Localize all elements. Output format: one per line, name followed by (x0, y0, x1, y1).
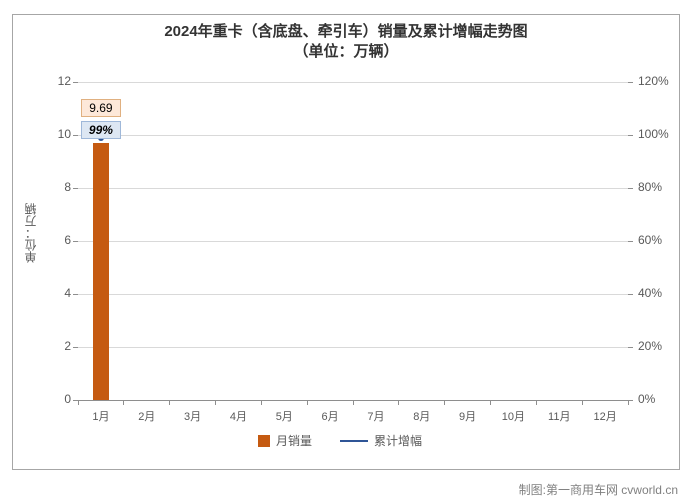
y-tick-left: 12 (43, 74, 71, 88)
tickmark-x (353, 400, 354, 405)
tickmark-x (398, 400, 399, 405)
gridline (78, 241, 628, 242)
tickmark-x (490, 400, 491, 405)
legend-label-line: 累计增幅 (374, 432, 422, 449)
y-tick-right: 80% (638, 180, 662, 194)
tickmark-right (628, 400, 633, 401)
y-axis-label-left: 单位：万辆 (22, 203, 39, 263)
tickmark-x (536, 400, 537, 405)
line-value-label: 99% (81, 121, 121, 139)
legend-item-line: 累计增幅 (340, 432, 422, 449)
tickmark-left (73, 241, 78, 242)
tickmark-left (73, 82, 78, 83)
tickmark-right (628, 294, 633, 295)
y-tick-right: 20% (638, 339, 662, 353)
x-tick: 4月 (216, 408, 260, 424)
x-tick: 12月 (583, 408, 627, 424)
credit-text: 制图:第一商用车网 cvworld.cn (519, 481, 678, 498)
x-tick: 1月 (79, 408, 123, 424)
tickmark-left (73, 135, 78, 136)
gridline (78, 294, 628, 295)
x-tick: 2月 (125, 408, 169, 424)
tickmark-right (628, 347, 633, 348)
tickmark-left (73, 188, 78, 189)
y-tick-right: 0% (638, 392, 655, 406)
gridline (78, 188, 628, 189)
tickmark-x (582, 400, 583, 405)
gridline (78, 347, 628, 348)
x-tick: 10月 (491, 408, 535, 424)
y-tick-right: 60% (638, 233, 662, 247)
bar (93, 143, 109, 400)
tickmark-x (307, 400, 308, 405)
tickmark-x (261, 400, 262, 405)
x-tick: 9月 (446, 408, 490, 424)
y-tick-left: 8 (43, 180, 71, 194)
chart-stage: 2024年重卡（含底盘、牵引车）销量及累计增幅走势图 （单位：万辆） 单位：万辆… (0, 0, 692, 504)
x-tick: 7月 (354, 408, 398, 424)
y-tick-left: 0 (43, 392, 71, 406)
y-tick-left: 4 (43, 286, 71, 300)
tickmark-left (73, 347, 78, 348)
tickmark-right (628, 241, 633, 242)
y-tick-right: 100% (638, 127, 669, 141)
x-tick: 6月 (308, 408, 352, 424)
legend-swatch-bar-icon (258, 435, 270, 447)
tickmark-right (628, 188, 633, 189)
legend: 月销量 累计增幅 (258, 432, 422, 449)
tickmark-x (444, 400, 445, 405)
tickmark-right (628, 82, 633, 83)
bar-value-label: 9.69 (81, 99, 121, 117)
tickmark-x (628, 400, 629, 405)
x-tick: 5月 (262, 408, 306, 424)
x-tick: 3月 (171, 408, 215, 424)
x-tick: 11月 (537, 408, 581, 424)
tickmark-x (78, 400, 79, 405)
y-tick-left: 6 (43, 233, 71, 247)
legend-item-bar: 月销量 (258, 432, 312, 449)
chart-title-line1: 2024年重卡（含底盘、牵引车）销量及累计增幅走势图 (12, 22, 680, 42)
tickmark-left (73, 294, 78, 295)
y-tick-right: 40% (638, 286, 662, 300)
tickmark-x (123, 400, 124, 405)
y-tick-left: 10 (43, 127, 71, 141)
x-tick: 8月 (400, 408, 444, 424)
y-tick-right: 120% (638, 74, 669, 88)
gridline (78, 82, 628, 83)
legend-label-bar: 月销量 (276, 432, 312, 449)
gridline (78, 135, 628, 136)
tickmark-x (215, 400, 216, 405)
tickmark-right (628, 135, 633, 136)
y-tick-left: 2 (43, 339, 71, 353)
chart-title-line2: （单位：万辆） (12, 42, 680, 62)
tickmark-x (169, 400, 170, 405)
legend-swatch-line-icon (340, 440, 368, 442)
chart-title: 2024年重卡（含底盘、牵引车）销量及累计增幅走势图 （单位：万辆） (12, 22, 680, 63)
